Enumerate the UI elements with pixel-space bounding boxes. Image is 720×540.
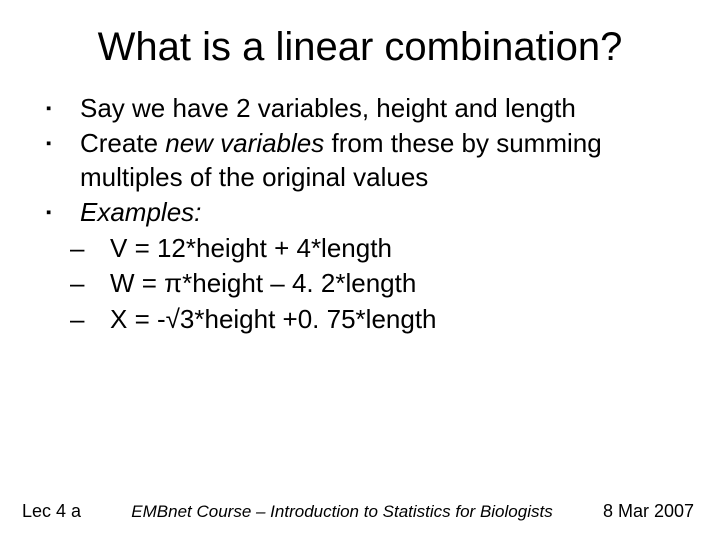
- sub-text: X = -√3*height +0. 75*length: [110, 304, 437, 334]
- bullet-item-2: ▪ Create new variables from these by sum…: [42, 127, 686, 194]
- bullet-text: Examples:: [80, 197, 201, 227]
- dash-bullet-icon: –: [70, 231, 84, 266]
- sub-text: V = 12*height + 4*length: [110, 233, 392, 263]
- sub-item-3: – X = -√3*height +0. 75*length: [64, 302, 686, 337]
- square-bullet-icon: ▪: [46, 99, 51, 118]
- bullet-text-pre: Create: [80, 128, 165, 158]
- sub-bullet-list: – V = 12*height + 4*length – W = π*heigh…: [34, 231, 686, 337]
- footer: Lec 4 a EMBnet Course – Introduction to …: [0, 501, 720, 522]
- sub-item-2: – W = π*height – 4. 2*length: [64, 266, 686, 301]
- bullet-item-3: ▪ Examples:: [42, 196, 686, 229]
- footer-course-title: EMBnet Course – Introduction to Statisti…: [81, 502, 603, 522]
- footer-date: 8 Mar 2007: [603, 501, 694, 522]
- bullet-item-1: ▪ Say we have 2 variables, height and le…: [42, 92, 686, 125]
- slide-title: What is a linear combination?: [34, 24, 686, 70]
- dash-bullet-icon: –: [70, 266, 84, 301]
- bullet-text-em: new variables: [165, 128, 324, 158]
- slide: What is a linear combination? ▪ Say we h…: [0, 0, 720, 540]
- sub-text: W = π*height – 4. 2*length: [110, 268, 416, 298]
- dash-bullet-icon: –: [70, 302, 84, 337]
- square-bullet-icon: ▪: [46, 134, 51, 153]
- footer-lecture-label: Lec 4 a: [22, 501, 81, 522]
- bullet-list: ▪ Say we have 2 variables, height and le…: [34, 92, 686, 229]
- square-bullet-icon: ▪: [46, 203, 51, 222]
- bullet-text: Say we have 2 variables, height and leng…: [80, 93, 576, 123]
- sub-item-1: – V = 12*height + 4*length: [64, 231, 686, 266]
